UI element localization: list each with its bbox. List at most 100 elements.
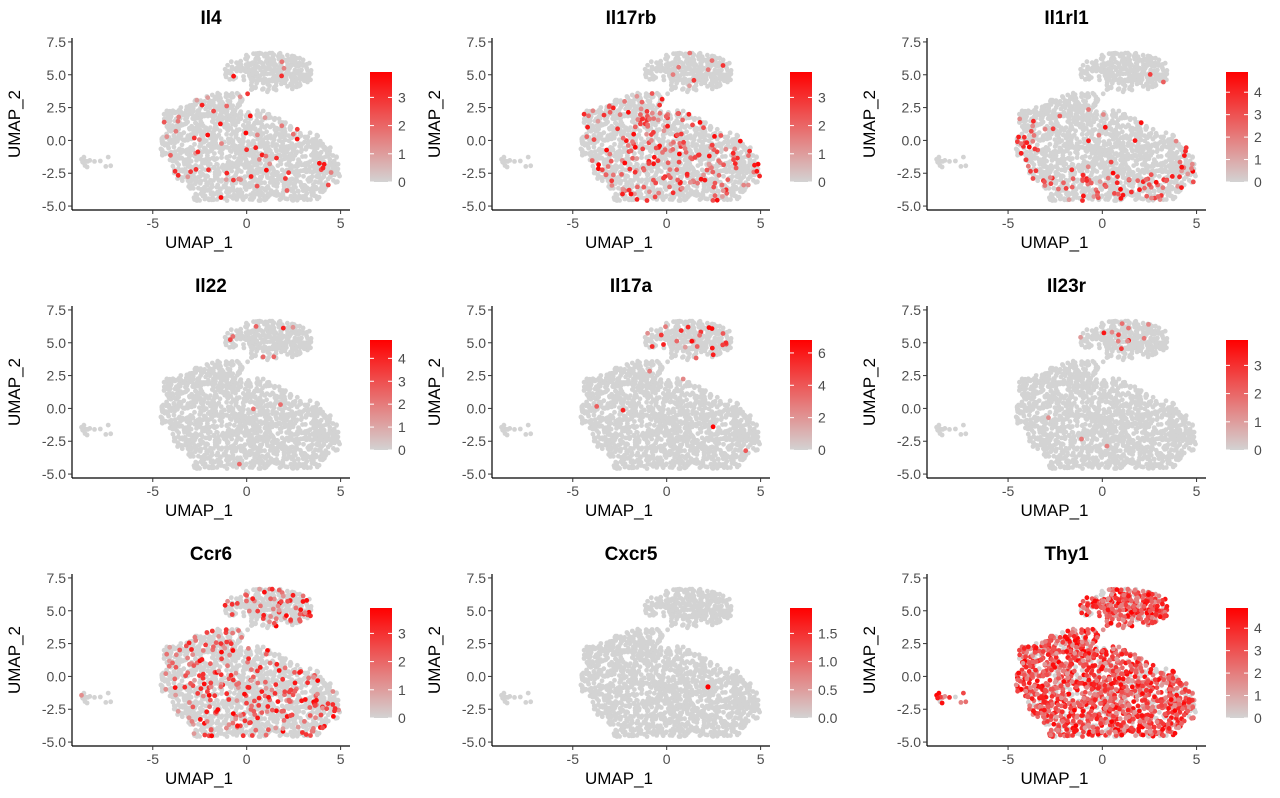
cell-point	[1037, 167, 1043, 173]
cell-point	[284, 196, 290, 202]
cell-point	[265, 56, 271, 62]
cell-point	[605, 137, 611, 143]
expressing-cell-point	[604, 147, 609, 153]
cell-point	[704, 147, 709, 153]
cell-point	[268, 133, 273, 139]
cell-point	[188, 152, 194, 158]
cell-point	[617, 144, 623, 149]
expressing-cell-point	[584, 134, 590, 140]
cell-point	[248, 76, 254, 81]
cell-point	[233, 150, 239, 156]
expressing-cell-point	[635, 184, 640, 190]
cell-point	[624, 173, 630, 179]
cell-point	[1062, 168, 1068, 174]
cell-point	[709, 63, 714, 68]
cell-point	[262, 186, 268, 192]
cell-point	[231, 154, 237, 160]
expressing-cell-point	[197, 137, 202, 143]
expressing-cell-point	[709, 142, 715, 148]
expressing-cell-point	[219, 141, 224, 146]
cell-point	[302, 74, 308, 80]
cell-point	[244, 62, 250, 67]
cell-point	[717, 75, 723, 81]
cell-point	[689, 171, 695, 177]
expressing-cell-point	[714, 197, 720, 203]
expressing-cell-point	[676, 64, 682, 70]
cell-point	[170, 124, 175, 130]
cell-point	[271, 84, 277, 90]
expressing-cell-point	[674, 167, 680, 173]
expressing-cell-point	[627, 166, 633, 172]
expressing-cell-point	[716, 158, 722, 164]
cell-point	[683, 135, 688, 141]
cell-point	[750, 153, 756, 158]
cell-point	[185, 133, 191, 139]
cell-point	[682, 180, 687, 186]
expressing-cell-point	[595, 118, 601, 124]
cell-point	[690, 57, 696, 63]
cell-point	[325, 176, 331, 182]
y-tick-label: 5.0	[467, 67, 487, 83]
x-tick-label: -5	[147, 215, 160, 231]
cell-point	[255, 110, 261, 116]
cell-point	[250, 60, 256, 66]
cell-point	[237, 193, 242, 199]
cell-point	[608, 145, 613, 150]
expressing-cell-point	[712, 134, 717, 139]
cell-point	[1074, 155, 1080, 161]
cell-point	[1045, 168, 1051, 174]
expressing-cell-point	[317, 160, 322, 166]
cell-point	[287, 127, 293, 132]
cell-point	[1135, 157, 1140, 163]
cell-point	[159, 137, 165, 142]
expressing-cell-point	[705, 67, 711, 73]
cell-point	[305, 197, 310, 203]
cell-point	[1079, 131, 1085, 137]
cell-point	[687, 66, 693, 72]
cell-point	[252, 120, 258, 126]
expressing-cell-point	[237, 94, 243, 100]
cell-point	[229, 168, 235, 174]
cell-point	[218, 179, 224, 184]
expressing-cell-point	[634, 93, 640, 99]
expressing-cell-point	[320, 165, 326, 171]
cell-point	[696, 51, 702, 57]
cell-point	[727, 130, 733, 136]
expressing-cell-point	[231, 73, 237, 79]
cell-point	[284, 147, 289, 153]
expressing-cell-point	[236, 176, 242, 182]
expressing-cell-point	[651, 154, 657, 160]
cell-point	[241, 77, 247, 83]
expressing-cell-point	[601, 112, 607, 118]
cell-point	[1061, 109, 1067, 115]
cell-point	[270, 57, 276, 63]
cell-point	[171, 144, 177, 150]
cell-point	[1181, 176, 1187, 182]
expressing-cell-point	[325, 182, 331, 188]
cell-point	[92, 159, 97, 164]
expressing-cell-point	[607, 109, 613, 115]
cell-point	[740, 189, 745, 195]
cell-point	[163, 150, 169, 156]
cell-point	[680, 108, 686, 114]
cell-point	[218, 187, 223, 193]
cell-point	[721, 173, 726, 179]
cell-point	[1084, 168, 1090, 174]
cell-point	[279, 157, 284, 163]
expressing-cell-point	[262, 115, 268, 121]
x-tick-label: -5	[567, 215, 580, 231]
cell-point	[229, 132, 234, 138]
cell-point	[224, 198, 230, 203]
cell-point	[1049, 131, 1054, 137]
cell-point	[310, 144, 315, 150]
cell-point	[290, 56, 295, 62]
cell-point	[284, 77, 289, 82]
expressing-cell-point	[625, 143, 631, 148]
cell-point	[525, 154, 531, 160]
cell-point	[1108, 120, 1113, 126]
cell-point	[741, 145, 747, 151]
expressing-cell-point	[176, 114, 182, 120]
colorbar-label: 3	[398, 89, 406, 105]
cell-point	[648, 149, 654, 154]
cell-point	[1155, 162, 1160, 168]
